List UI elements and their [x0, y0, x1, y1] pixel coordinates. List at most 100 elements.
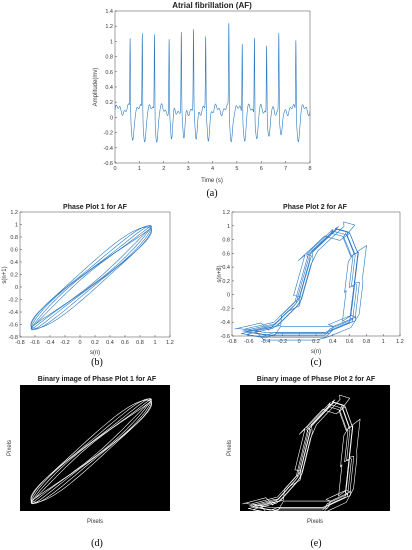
panel-c-phase-trace — [234, 221, 367, 341]
panel-c-y-tick-label: 1.2 — [222, 210, 230, 216]
panel-c-y-tick-label: 1 — [227, 224, 230, 230]
panel-b-x-tick-label: -0.4 — [45, 340, 54, 346]
panel-a-y-tick-label: 1.4 — [105, 9, 113, 15]
panel-b-x-tick-label: 0.2 — [91, 340, 99, 346]
panel-b-y-tick-label: -0.6 — [9, 323, 18, 329]
panel-b: Phase Plot 1 for AF -0.8 -0.6 -0.4 -0.2 0 0.2… — [2, 204, 174, 368]
panel-e-xlabel: Pixels — [307, 519, 323, 525]
panel-a-y-tick-label: 0 — [110, 115, 113, 121]
panel-c-ylabel: s(n+8) — [217, 265, 223, 282]
panel-a-x-tick-label: 3 — [187, 166, 190, 172]
panel-c: Phase Plot 2 for AF -0.8 -0.6 -0.4 -0.2 0 0.2… — [217, 204, 404, 368]
panel-b-title: Phase Plot 1 for AF — [63, 204, 128, 211]
panel-c-loop — [236, 232, 367, 341]
panel-b-y-tick-label: 1.2 — [10, 210, 18, 216]
panel-e: Binary image of Phase Plot 2 for AF Pixe… — [227, 376, 390, 549]
panel-b-x-tick-label: -0.2 — [60, 340, 69, 346]
panel-b-y-ticks: -0.8 -0.6 -0.4 -0.2 0 0.2 0.4 0.6 0.8 1 1.2 — [9, 210, 22, 341]
panel-a-x-tick-label: 7 — [284, 166, 287, 172]
panel-c-title: Phase Plot 2 for AF — [283, 204, 348, 211]
panel-c-loop — [234, 221, 356, 337]
panel-b-loop — [30, 225, 152, 330]
panel-c-x-tick-label: 0 — [298, 339, 301, 345]
panel-b-loop — [30, 226, 152, 329]
panel-c-x-tick-label: 1.2 — [396, 339, 404, 345]
panel-d-xlabel: Pixels — [87, 519, 103, 525]
panel-a-y-tick-label: -0.6 — [104, 161, 113, 167]
panel-a-y-tick-label: 0.6 — [105, 70, 113, 76]
panel-c-y-tick-label: -0.6 — [221, 334, 230, 340]
panel-d-caption: (d) — [91, 538, 103, 549]
panel-e-loop — [248, 402, 355, 513]
panel-a-caption: (a) — [206, 188, 217, 199]
panel-b-x-tick-label: 0.4 — [106, 340, 114, 346]
panel-c-y-tick-label: -0.2 — [221, 306, 230, 312]
panel-c-x-tick-label: 0.8 — [363, 339, 371, 345]
panel-a-x-tick-label: 8 — [308, 166, 311, 172]
panel-b-y-tick-label: 0 — [15, 285, 18, 291]
panel-a-y-tick-label: 0.8 — [105, 55, 113, 61]
panel-b-x-tick-label: -0.8 — [15, 340, 24, 346]
panel-b-y-tick-label: 0.8 — [10, 235, 18, 241]
panel-a-x-tick-label: 4 — [211, 166, 214, 172]
panel-b-y-tick-label: 0.6 — [10, 248, 18, 254]
panel-d-title: Binary image of Phase Plot 1 for AF — [38, 376, 157, 383]
panel-a-y-tick-label: 1.2 — [105, 24, 113, 30]
panel-b-loop — [30, 225, 152, 331]
panel-b-x-ticks: -0.8 -0.6 -0.4 -0.2 0 0.2 0.4 0.6 0.8 1 1.2 — [15, 335, 174, 346]
panel-b-xlabel: s(n) — [90, 350, 100, 356]
panel-b-caption: (b) — [91, 357, 103, 368]
panel-c-x-tick-label: -0.6 — [244, 339, 253, 345]
panel-c-x-tick-label: 0.2 — [312, 339, 320, 345]
panel-a-x-tick-label: 2 — [162, 166, 165, 172]
panel-b-x-tick-label: -0.6 — [30, 340, 39, 346]
panel-a-y-tick-label: 1 — [110, 39, 113, 45]
panel-a-y-tick-label: -0.2 — [104, 131, 113, 137]
panel-c-y-tick-label: 0 — [227, 293, 230, 299]
panel-a-x-tick-label: 0 — [113, 166, 116, 172]
panel-a-x-tick-label: 6 — [260, 166, 263, 172]
panel-b-y-tick-label: -0.8 — [9, 335, 18, 341]
panel-d-loop — [30, 398, 152, 505]
panel-a-xlabel: Time (s) — [201, 178, 223, 184]
panel-c-x-tick-label: -0.2 — [278, 339, 287, 345]
panel-c-loop — [244, 228, 359, 333]
panel-a-y-tick-label: -0.4 — [104, 146, 113, 152]
panel-e-loop — [244, 406, 361, 516]
panel-e-loop — [249, 401, 351, 511]
panel-d: Binary image of Phase Plot 1 for AF Pixe… — [7, 376, 170, 549]
panel-b-y-tick-label: 0.4 — [10, 260, 18, 266]
panel-b-ylabel: s(n+1) — [2, 266, 8, 283]
panel-e-binary-trace — [242, 394, 361, 516]
panel-b-y-tick-label: -0.2 — [9, 298, 18, 304]
panel-c-x-tick-label: 0.6 — [346, 339, 354, 345]
panel-a-x-ticks: 0 1 2 3 4 5 6 7 8 — [113, 161, 312, 172]
panel-b-loop — [30, 227, 152, 329]
panel-a: Atrial fibrillation (AF) 0 1 2 3 4 5 6 7 8 -0.6 -… — [93, 1, 312, 199]
panel-b-y-tick-label: -0.4 — [9, 310, 18, 316]
panel-c-xlabel: s(n) — [311, 349, 321, 355]
panel-d-loop — [30, 398, 152, 504]
panel-d-loop — [30, 399, 152, 503]
panel-c-x-tick-label: -0.8 — [227, 339, 236, 345]
panel-c-caption: (c) — [310, 357, 321, 368]
panel-b-x-tick-label: 0 — [78, 340, 81, 346]
panel-c-y-tick-label: 0.2 — [222, 279, 230, 285]
panel-c-x-tick-label: -0.4 — [261, 339, 270, 345]
panel-e-ylabel: Pixels — [227, 440, 233, 456]
panel-e-caption: (e) — [310, 538, 321, 549]
panel-d-binary-trace — [30, 398, 152, 505]
panel-c-axes-box — [231, 211, 401, 337]
panel-a-ylabel: Amplitude(mv) — [93, 68, 99, 107]
panel-b-x-tick-label: 1 — [153, 340, 156, 346]
panel-d-ylabel: Pixels — [7, 440, 13, 456]
panel-a-x-tick-label: 5 — [235, 166, 238, 172]
panel-c-loop — [240, 226, 357, 339]
panel-c-y-tick-label: 0.6 — [222, 251, 230, 257]
panel-a-x-tick-label: 1 — [138, 166, 141, 172]
panel-a-title: Atrial fibrillation (AF) — [172, 1, 252, 10]
panel-a-y-tick-label: 0.4 — [105, 85, 113, 91]
panel-b-x-tick-label: 1.2 — [166, 340, 174, 346]
panel-a-y-ticks: -0.6 -0.4 -0.2 0 0.2 0.4 0.6 0.8 1 1.2 1.4 — [104, 9, 117, 167]
